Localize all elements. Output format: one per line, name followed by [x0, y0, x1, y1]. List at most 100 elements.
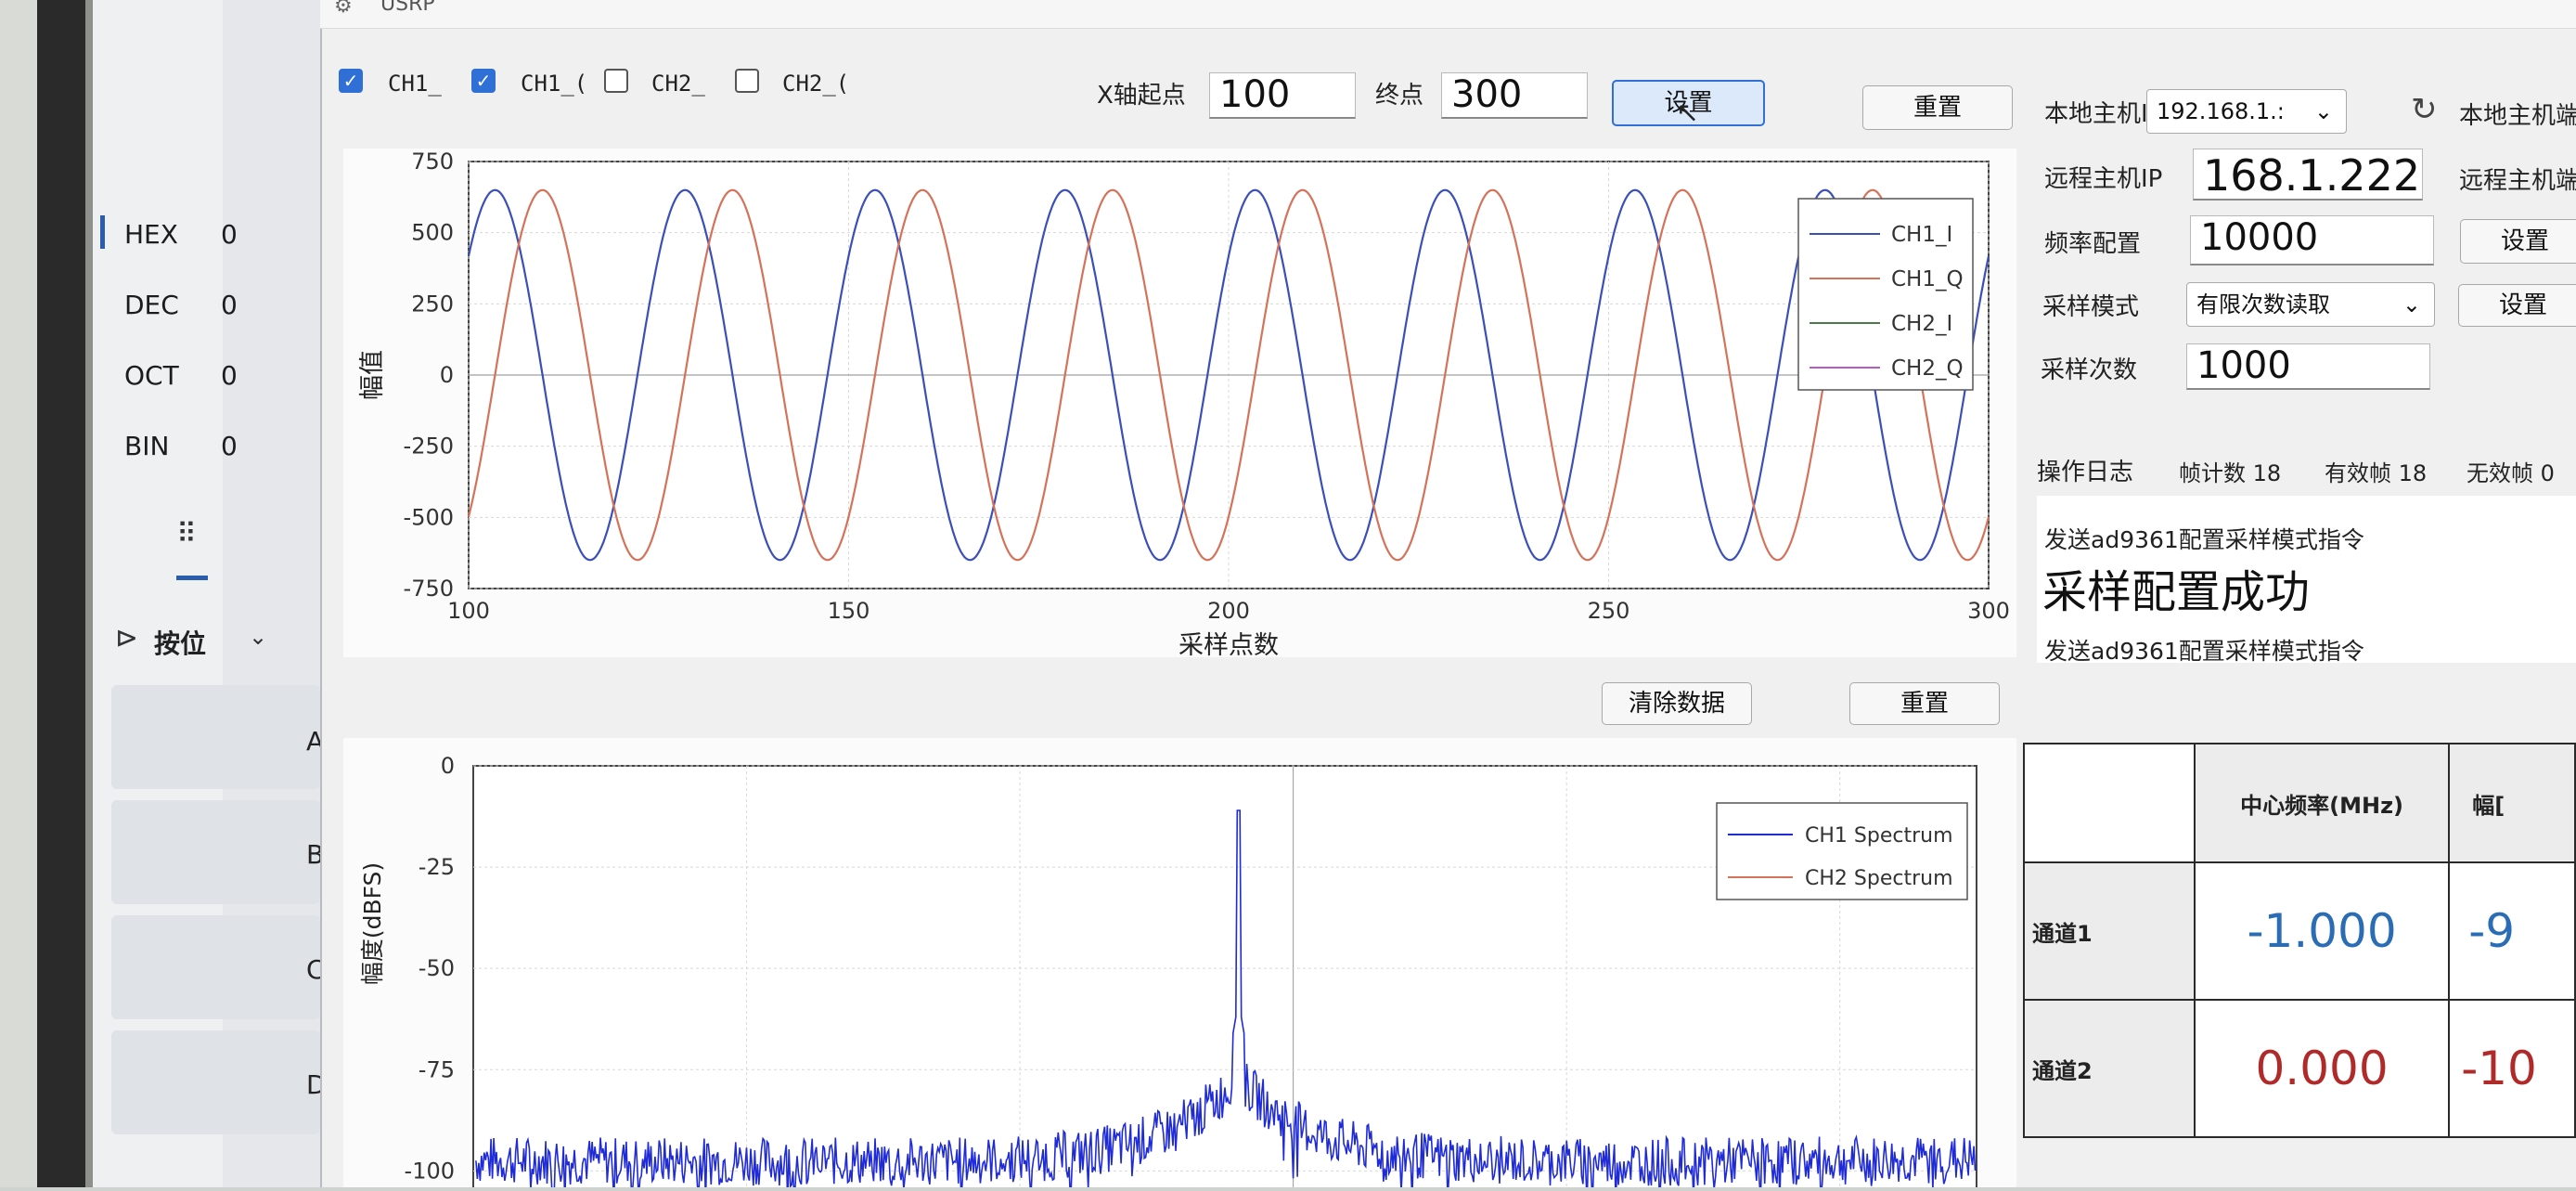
checkbox-ch1-q-label: CH1_( — [521, 71, 588, 97]
ch1-center-freq: -1.000 — [2193, 861, 2451, 1001]
y-tick-label: -100 — [405, 1158, 455, 1184]
calc-key-label: B — [306, 839, 325, 870]
keypad-grid-icon[interactable]: ⠿ — [176, 518, 197, 550]
ch2-amplitude: -10 — [2448, 999, 2576, 1138]
dec-label[interactable]: DEC — [124, 290, 179, 320]
legend-label: CH1 Spectrum — [1805, 824, 1953, 848]
local-ip-select[interactable]: 192.168.1.: ⌄ — [2146, 89, 2347, 134]
checkbox-ch1-q[interactable]: ✓ — [471, 69, 496, 93]
mouse-cursor-icon: ↖ — [1676, 97, 1700, 129]
checkbox-ch2-q-label: CH2_( — [782, 71, 850, 97]
series-line-ch1-i — [467, 188, 1990, 562]
ch2-center-freq: 0.000 — [2193, 999, 2451, 1138]
window-title: USRP — [380, 0, 435, 16]
checkbox-ch1-i[interactable]: ✓ — [339, 69, 363, 93]
oct-label[interactable]: OCT — [124, 360, 179, 391]
legend-label: CH2 Spectrum — [1805, 867, 1953, 890]
table-corner — [2023, 743, 2196, 863]
monitor-bezel — [0, 0, 93, 1187]
x-end-input[interactable]: 300 — [1441, 72, 1588, 119]
log-line-1: 发送ad9361配置采样模式指令 — [2044, 526, 2364, 553]
count-label: 采样次数 — [2041, 356, 2138, 384]
legend-label: CH1_Q — [1891, 267, 1964, 291]
x-axis-title: 采样点数 — [1179, 631, 1279, 657]
table-row: 通道2 0.000 -10 — [2023, 999, 2576, 1138]
y-axis-title: 幅度(dBFS) — [359, 862, 386, 985]
checkbox-ch1-i-label: CH1_ — [388, 71, 442, 97]
calc-key[interactable] — [111, 685, 320, 789]
time-domain-chart: 100 150 200 250 300 750 500 250 0 -250 -500 -750 采样点… — [343, 149, 2016, 660]
x-range-reset-button[interactable]: 重置 — [1862, 85, 2013, 130]
hex-label[interactable]: HEX — [124, 219, 178, 250]
refresh-icon[interactable]: ↻ — [2411, 91, 2438, 128]
bitwise-gate-icon: ⊳ — [115, 622, 139, 654]
title-bar — [320, 0, 2576, 29]
y-tick-label: -25 — [419, 854, 455, 880]
oct-value: 0 — [221, 360, 238, 391]
y-tick-label: -250 — [404, 434, 454, 460]
series-line-ch1-spectrum — [475, 809, 1977, 1191]
calc-key-label: C — [306, 954, 325, 985]
local-port-label: 本地主机端 — [2459, 102, 2576, 130]
mode-select[interactable]: 有限次数读取 ⌄ — [2186, 282, 2435, 327]
valid-frames: 有效帧 18 — [2325, 460, 2428, 486]
checkbox-ch2-i[interactable] — [604, 69, 628, 93]
mode-label: 采样模式 — [2042, 293, 2140, 321]
checkbox-ch2-i-label: CH2_ — [651, 71, 705, 97]
log-big-message: 采样配置成功 — [2042, 566, 2311, 618]
log-title: 操作日志 — [2037, 459, 2134, 486]
x-start-input[interactable]: 100 — [1209, 72, 1356, 119]
table-row: 通道1 -1.000 -9 — [2023, 861, 2576, 1001]
x-start-label: X轴起点 — [1097, 82, 1186, 110]
calc-key[interactable] — [111, 915, 320, 1019]
legend-box — [1716, 802, 1968, 900]
calc-key[interactable] — [111, 800, 320, 904]
local-ip-value: 192.168.1.: — [2157, 98, 2285, 124]
freq-set-button[interactable]: 设置 — [2460, 219, 2576, 264]
legend-label: CH2_Q — [1891, 356, 1964, 381]
spectrum-reset-button[interactable]: 重置 — [1849, 682, 2000, 725]
remote-ip-input[interactable]: 168.1.222 — [2193, 149, 2423, 201]
col-center-freq: 中心频率(MHz) — [2193, 743, 2451, 863]
calc-key-label: A — [306, 726, 325, 757]
y-tick-label: 250 — [411, 291, 454, 317]
y-tick-label: 500 — [411, 220, 454, 246]
chevron-down-icon: ⌄ — [2402, 291, 2421, 317]
legend-label: CH2_I — [1891, 312, 1952, 336]
clear-data-button[interactable]: 清除数据 — [1602, 682, 1752, 725]
bitwise-label[interactable]: 按位 — [154, 628, 207, 659]
mode-value: 有限次数读取 — [2196, 291, 2330, 317]
channel-table: 中心频率(MHz) 幅[ 通道1 -1.000 -9 通道2 0.000 -10 — [2023, 743, 2576, 1138]
hex-value: 0 — [221, 219, 238, 250]
bin-label[interactable]: BIN — [124, 431, 170, 461]
local-ip-label: 本地主机IP — [2044, 100, 2163, 128]
log-line-2: 发送ad9361配置采样模式指令 — [2044, 638, 2364, 663]
row-name: 通道2 — [2023, 999, 2196, 1138]
ch1-amplitude: -9 — [2448, 861, 2576, 1001]
remote-ip-label: 远程主机IP — [2044, 165, 2163, 193]
y-axis-title: 幅值 — [358, 350, 387, 400]
active-indicator — [100, 215, 105, 249]
dec-value: 0 — [221, 290, 238, 320]
calc-key[interactable] — [111, 1030, 320, 1134]
checkbox-ch2-q[interactable] — [735, 69, 759, 93]
count-input[interactable]: 1000 — [2186, 343, 2430, 390]
freq-label: 频率配置 — [2044, 230, 2142, 258]
y-tick-label: -500 — [404, 504, 454, 530]
channel-table-container: 中心频率(MHz) 幅[ 通道1 -1.000 -9 通道2 0.000 -10 — [2023, 743, 2576, 1138]
app-icon: ⚙ — [334, 0, 353, 18]
time-domain-chart-svg: 100 150 200 250 300 750 500 250 0 -250 -500 -750 采样点… — [358, 149, 2010, 660]
x-range-set-button[interactable]: 设置 — [1612, 80, 1765, 126]
chevron-down-icon: ⌄ — [2313, 98, 2333, 124]
freq-input[interactable]: 10000 — [2190, 215, 2434, 265]
legend-box — [1797, 198, 1974, 391]
mode-set-button[interactable]: 设置 — [2458, 284, 2576, 327]
x-end-label: 终点 — [1375, 82, 1424, 110]
y-tick-label: 0 — [441, 753, 455, 779]
chevron-down-icon[interactable]: ⌄ — [249, 624, 268, 650]
log-panel[interactable]: 发送ad9361配置采样模式指令 采样配置成功 发送ad9361配置采样模式指令 — [2037, 496, 2576, 663]
invalid-frames: 无效帧 0 — [2467, 460, 2555, 486]
x-tick-label: 100 — [447, 598, 490, 624]
